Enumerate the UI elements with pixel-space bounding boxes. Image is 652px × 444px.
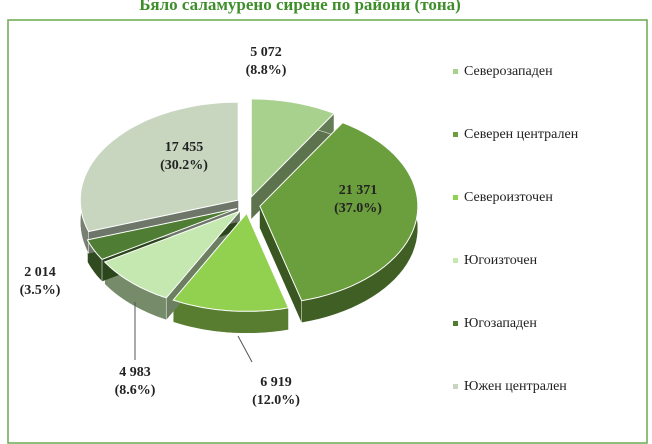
- legend-swatch: [453, 384, 458, 389]
- slice: [86, 208, 238, 260]
- chart-title: Бяло саламурено сирене по райони (тона): [139, 0, 461, 14]
- legend-swatch: [453, 69, 458, 74]
- slice: [172, 212, 290, 312]
- data-label: 21 371: [339, 183, 378, 198]
- data-label: (37.0%): [334, 201, 382, 216]
- data-label: (8.8%): [246, 63, 287, 78]
- data-label: (12.0%): [252, 393, 300, 408]
- legend-label: Северозападен: [464, 64, 553, 79]
- legend-label: Североизточен: [464, 190, 553, 205]
- slice-tops: [79, 98, 419, 312]
- data-label: (8.6%): [115, 383, 156, 398]
- legend-swatch: [453, 321, 458, 326]
- data-label: 17 455: [165, 140, 204, 155]
- data-label: 6 919: [260, 375, 292, 390]
- legend-label: Югозападен: [464, 316, 537, 331]
- legend-label: Северен централен: [464, 127, 579, 142]
- data-label: (30.2%): [160, 158, 208, 173]
- legend-swatch: [453, 258, 458, 263]
- slice-face: [259, 206, 302, 323]
- slice: [250, 98, 335, 199]
- data-label: (3.5%): [20, 283, 61, 298]
- legend-label: Южен централен: [464, 379, 567, 394]
- leader-line: [237, 335, 253, 363]
- legend-label: Югоизточен: [464, 253, 538, 268]
- slice-face: [251, 113, 335, 219]
- slice: [103, 209, 242, 299]
- slice: [79, 101, 239, 233]
- data-label: 2 014: [24, 265, 56, 280]
- slice: [259, 122, 419, 302]
- data-label: 5 072: [250, 45, 282, 60]
- legend-swatch: [453, 132, 458, 137]
- data-label: 4 983: [119, 365, 151, 380]
- legend-swatch: [453, 195, 458, 200]
